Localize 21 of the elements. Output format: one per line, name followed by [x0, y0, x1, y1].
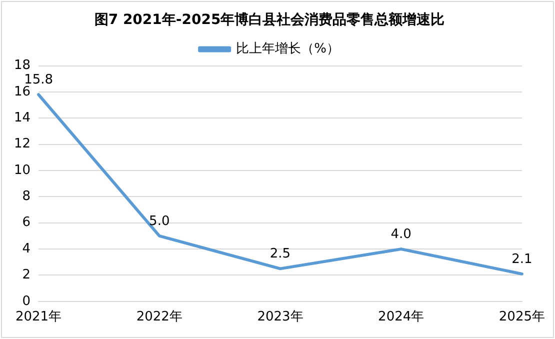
y-tick-label: 10 — [14, 162, 31, 178]
x-tick-label: 2021年 — [15, 310, 62, 325]
y-tick-label: 8 — [22, 189, 31, 204]
x-tick-label: 2025年 — [498, 310, 546, 325]
chart-title: 图7 2021年-2025年博白县社会消费品零售总额增速比 — [94, 11, 445, 28]
x-tick-label: 2024年 — [378, 310, 424, 325]
y-tick-label: 4 — [22, 241, 31, 256]
text: 2.5 — [270, 246, 291, 262]
y-tick-label: 18 — [14, 58, 31, 74]
y-tick-label: 6 — [22, 215, 31, 230]
text: 2.1 — [512, 252, 532, 267]
text: 4.0 — [390, 226, 412, 242]
y-tick-label: 0 — [22, 294, 31, 309]
legend-label: 比上年增长（%） — [236, 42, 340, 57]
x-tick-label: 2022年 — [136, 310, 182, 325]
y-tick-label: 12 — [14, 136, 31, 152]
text: 5.0 — [149, 214, 170, 229]
y-tick-label: 16 — [14, 84, 31, 100]
x-tick-label: 2023年 — [257, 310, 304, 325]
y-tick-label: 14 — [14, 110, 31, 126]
y-tick-label: 2 — [22, 268, 31, 283]
